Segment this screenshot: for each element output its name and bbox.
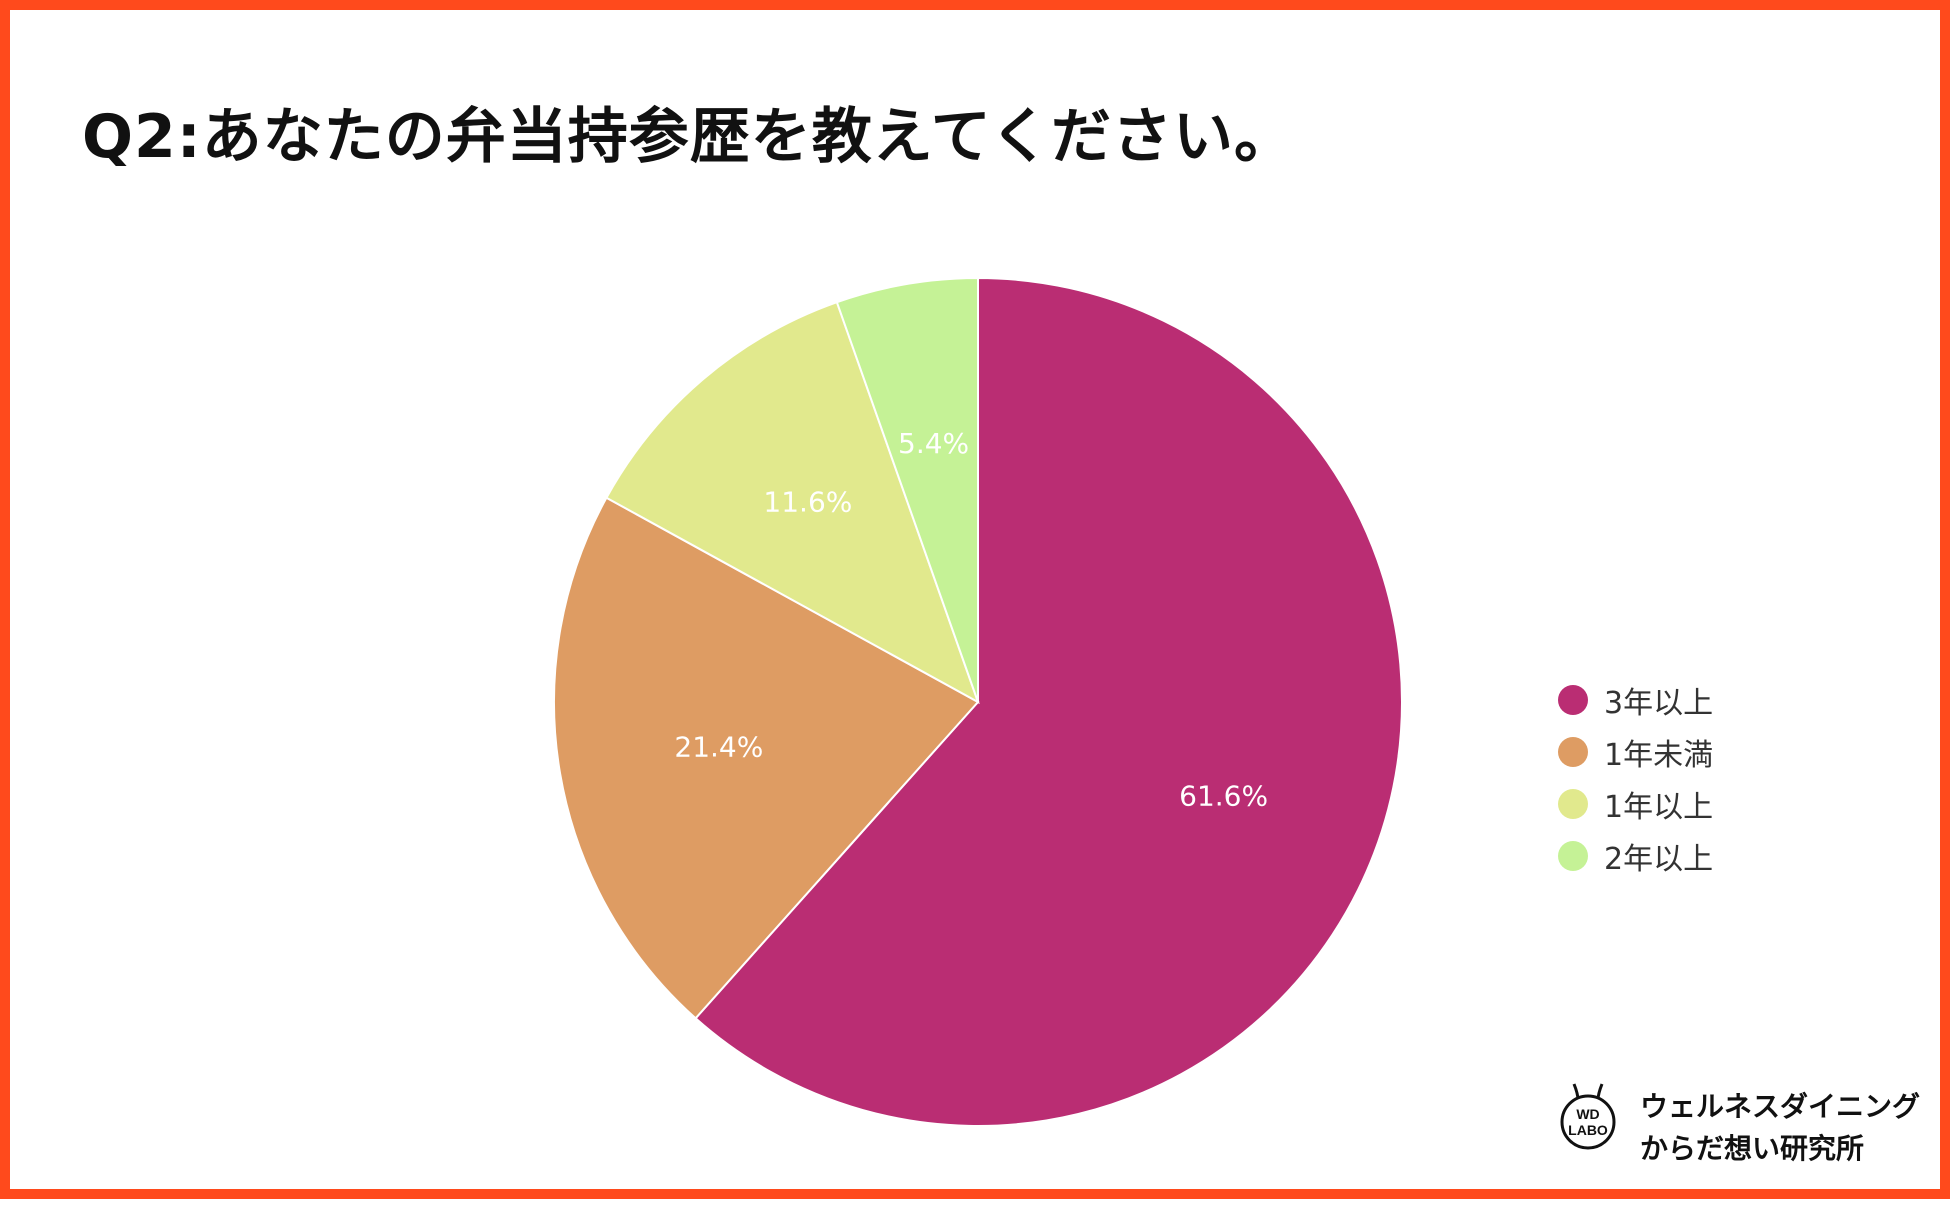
pie-slice-4 xyxy=(835,276,979,703)
legend-swatch-4 xyxy=(1558,841,1588,871)
legend-item-1: 3年以上 xyxy=(1558,674,1713,726)
legend-label-2: 1年未満 xyxy=(1604,738,1714,773)
legend-label-4: 2年以上 xyxy=(1604,842,1714,877)
legend-swatch-2 xyxy=(1558,737,1588,767)
legend-swatch-3 xyxy=(1558,789,1588,819)
data-label-2: 21.4% xyxy=(674,730,763,763)
logo-badge-line1: WD xyxy=(1576,1106,1599,1122)
pie-slice-1 xyxy=(694,276,1403,1127)
legend-item-2: 1年未満 xyxy=(1558,726,1713,778)
legend-item-4: 2年以上 xyxy=(1558,830,1713,882)
data-label-3: 11.6% xyxy=(763,486,852,519)
pie-slice-3 xyxy=(605,300,980,705)
logo-line1: ウェルネスダイニング xyxy=(1640,1090,1921,1123)
data-label-4: 5.4% xyxy=(898,427,969,460)
legend-label-3: 1年以上 xyxy=(1604,790,1714,825)
legend-swatch-1 xyxy=(1558,685,1588,715)
legend-label-1: 3年以上 xyxy=(1604,686,1714,721)
wd-labo-logo: WD LABO ウェルネスダイニング からだ想い研究所 xyxy=(1550,1058,1920,1165)
chart-legend: 3年以上 1年未満 1年以上 2年以上 xyxy=(1558,674,1713,882)
flask-logo-icon: WD LABO xyxy=(1560,1083,1616,1150)
logo-badge-line2: LABO xyxy=(1568,1122,1608,1138)
pie-chart: 61.6% 21.4% 11.6% 5.4% xyxy=(553,276,1403,1127)
chart-title: Q2:あなたの弁当持参歴を教えてください。 xyxy=(82,102,1295,172)
pie-slice-2 xyxy=(553,496,980,1020)
logo-text: ウェルネスダイニング からだ想い研究所 xyxy=(1640,1086,1920,1170)
legend-item-3: 1年以上 xyxy=(1558,778,1713,830)
data-label-1: 61.6% xyxy=(1179,780,1268,813)
logo-line2: からだ想い研究所 xyxy=(1640,1132,1865,1165)
